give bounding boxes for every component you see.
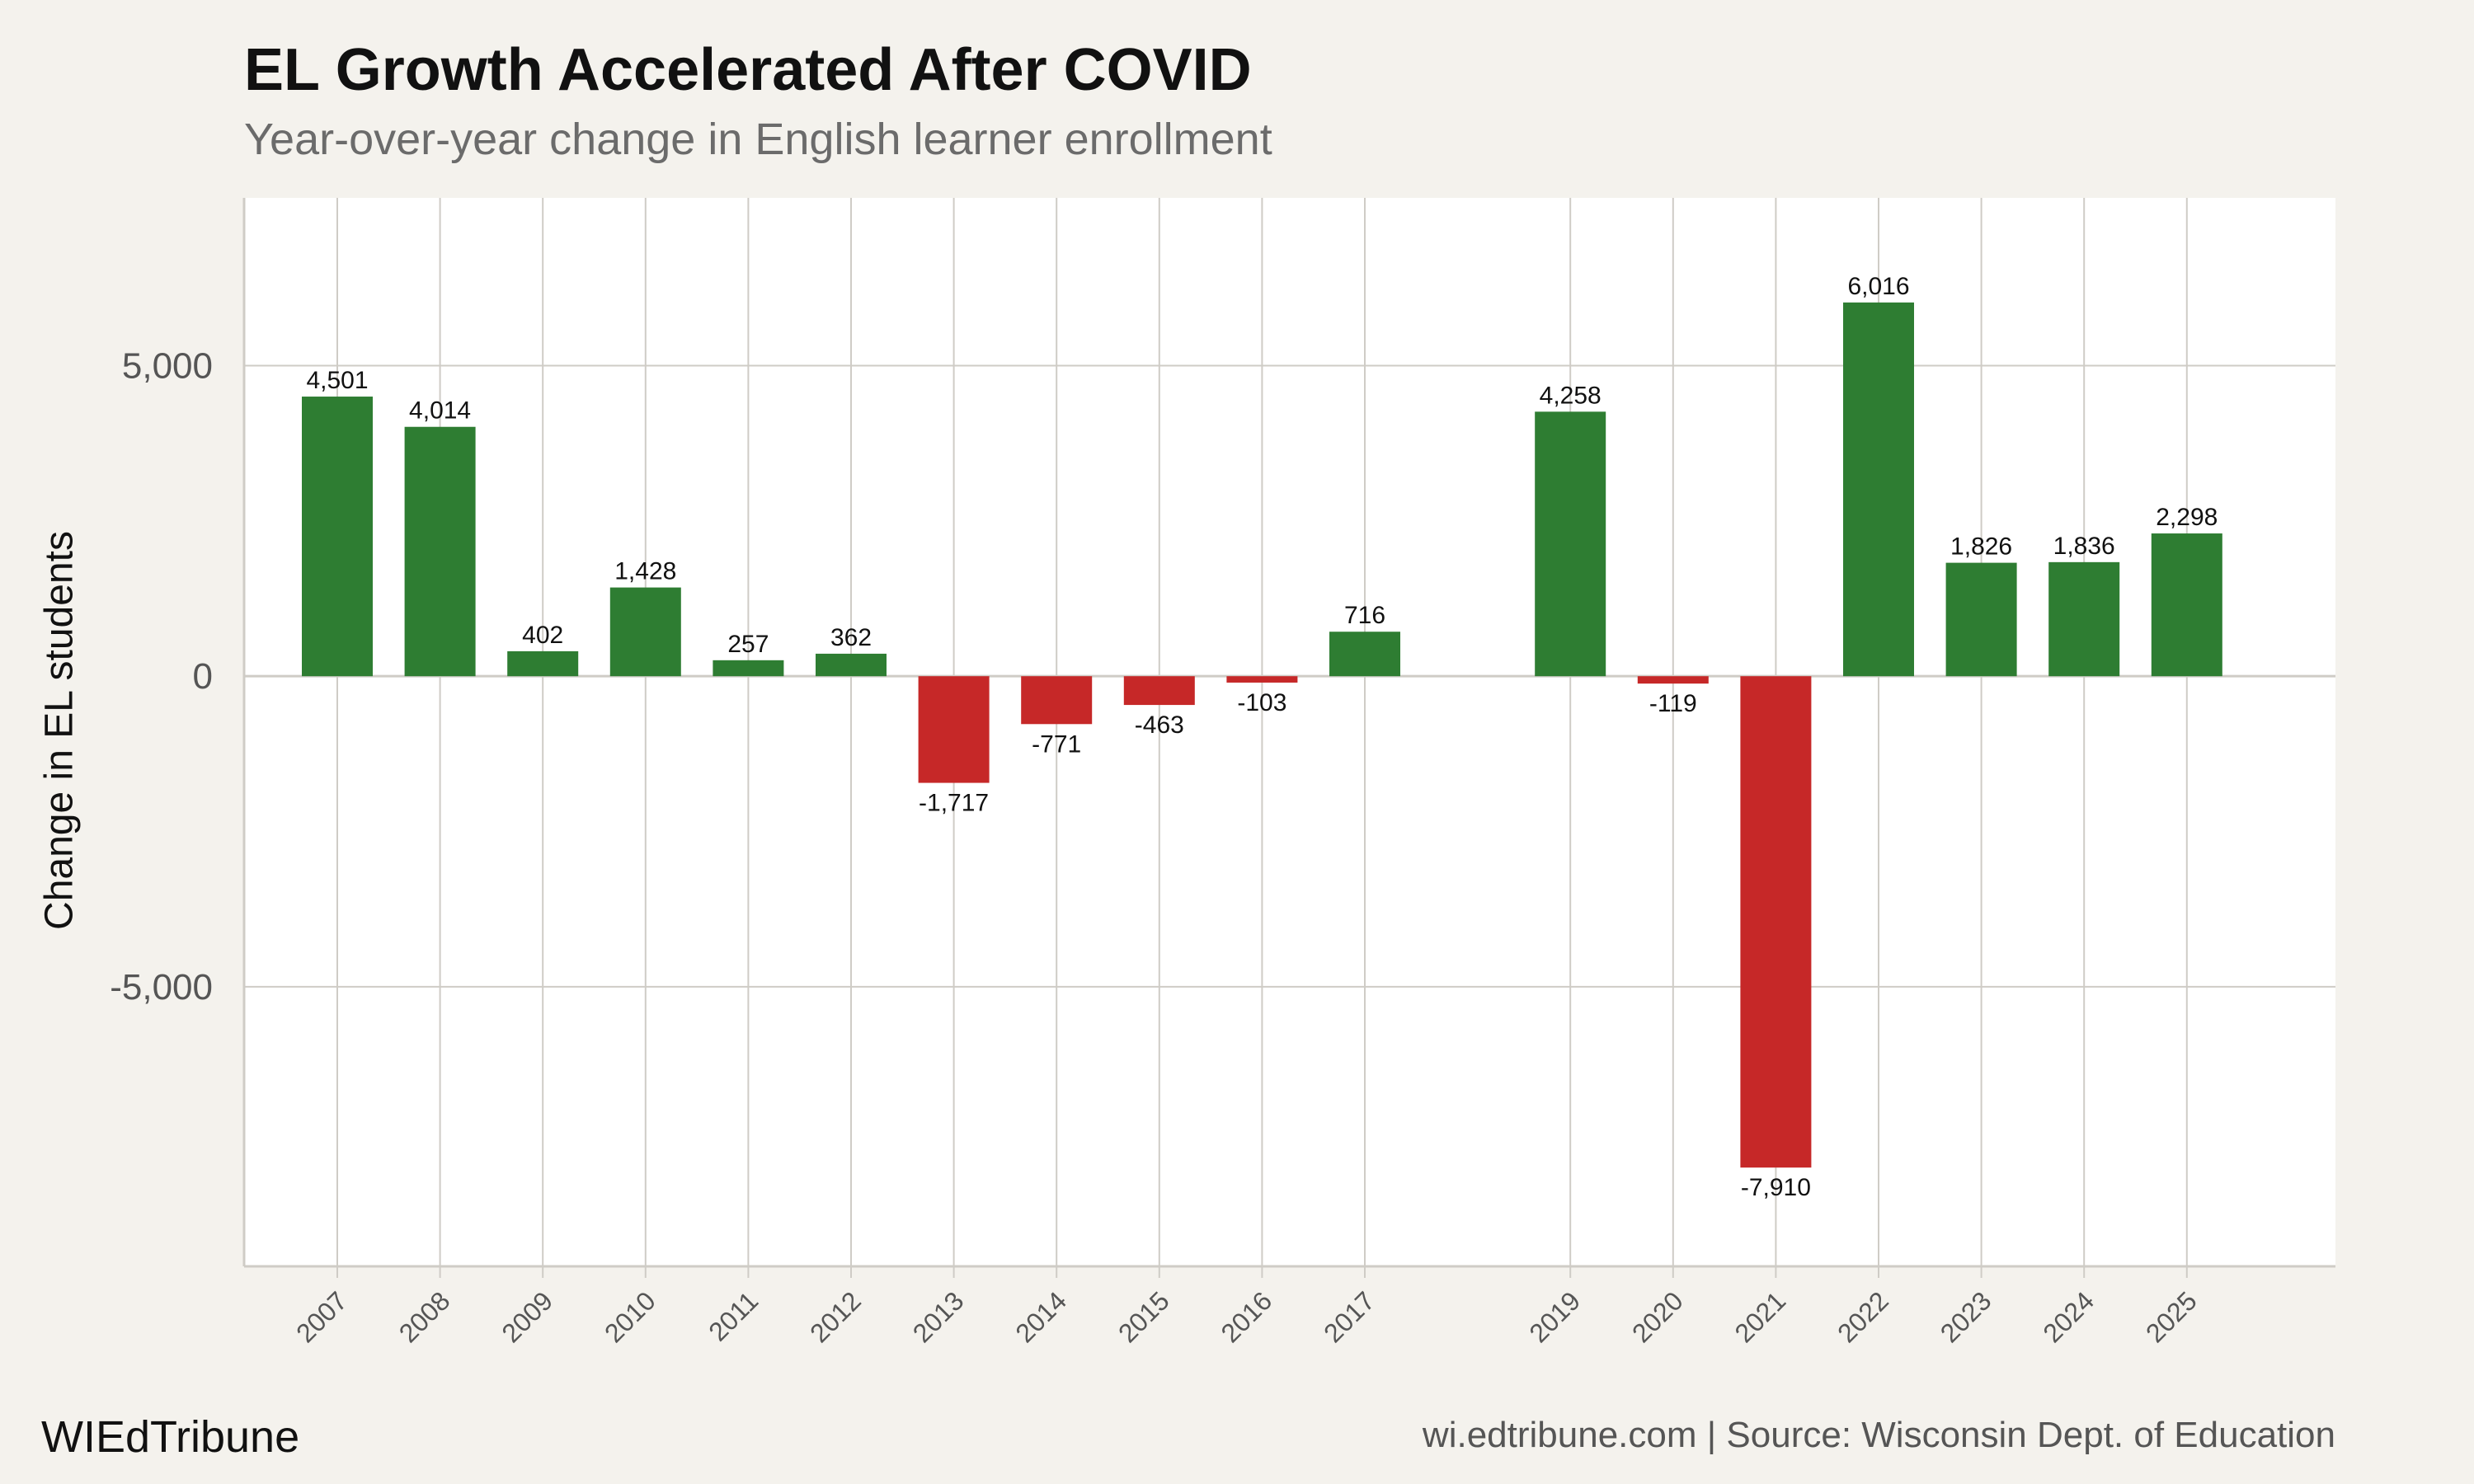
bar-2023 bbox=[1945, 562, 2017, 677]
x-tick-label-2009: 2009 bbox=[496, 1285, 558, 1348]
x-tick-label-2021: 2021 bbox=[1729, 1285, 1792, 1348]
x-tick-label-2015: 2015 bbox=[1112, 1285, 1175, 1348]
bar-2010 bbox=[609, 587, 681, 677]
bar-2014 bbox=[1021, 676, 1093, 725]
x-tick-label-2022: 2022 bbox=[1832, 1285, 1894, 1348]
bar-2017 bbox=[1329, 632, 1400, 677]
bar-2019 bbox=[1535, 411, 1606, 677]
plot-panel bbox=[244, 198, 2335, 1266]
x-tick-label-2016: 2016 bbox=[1216, 1285, 1278, 1348]
x-tick-label-2023: 2023 bbox=[1935, 1285, 1997, 1348]
data-label-2008: 4,014 bbox=[409, 397, 471, 425]
bar-2021 bbox=[1740, 676, 1812, 1168]
data-label-2014: -771 bbox=[1032, 730, 1081, 758]
x-tick-label-2024: 2024 bbox=[2037, 1285, 2100, 1348]
data-label-2013: -1,717 bbox=[919, 790, 989, 817]
x-tick-label-2025: 2025 bbox=[2140, 1285, 2203, 1348]
y-axis-label: Change in EL students bbox=[37, 531, 82, 930]
bar-2013 bbox=[918, 676, 990, 783]
x-tick-label-2011: 2011 bbox=[703, 1285, 764, 1346]
data-label-2025: 2,298 bbox=[2156, 504, 2218, 531]
bar-2009 bbox=[507, 650, 579, 677]
x-tick-label-2020: 2020 bbox=[1626, 1285, 1689, 1348]
bar-2020 bbox=[1637, 676, 1709, 684]
x-tick-label-2017: 2017 bbox=[1318, 1285, 1380, 1348]
data-label-2022: 6,016 bbox=[1847, 273, 1909, 300]
bar-2008 bbox=[404, 426, 476, 677]
x-tick-label-2013: 2013 bbox=[907, 1285, 970, 1348]
chart-subtitle: Year-over-year change in English learner… bbox=[244, 115, 1272, 164]
x-tick-label-2010: 2010 bbox=[599, 1285, 661, 1348]
bar-2015 bbox=[1123, 676, 1195, 706]
data-label-2021: -7,910 bbox=[1741, 1174, 1811, 1201]
data-label-2023: 1,826 bbox=[1950, 533, 2012, 561]
brand-logo-text: WIEdTribune bbox=[41, 1412, 300, 1462]
data-label-2010: 1,428 bbox=[614, 558, 676, 585]
x-tick-label-2014: 2014 bbox=[1009, 1285, 1072, 1348]
x-tick-label-2007: 2007 bbox=[290, 1285, 353, 1348]
y-tick-label: 5,000 bbox=[122, 345, 213, 386]
bar-2025 bbox=[2151, 533, 2222, 677]
bar-2012 bbox=[816, 653, 887, 677]
bar-2011 bbox=[713, 660, 784, 677]
source-credit: wi.edtribune.com | Source: Wisconsin Dep… bbox=[1422, 1415, 2335, 1455]
data-label-2020: -119 bbox=[1649, 690, 1697, 717]
data-label-2019: 4,258 bbox=[1540, 382, 1602, 409]
data-label-2024: 1,836 bbox=[2053, 533, 2115, 560]
bar-2016 bbox=[1226, 676, 1298, 683]
bar-2024 bbox=[2048, 561, 2120, 677]
data-label-2017: 716 bbox=[1344, 602, 1385, 629]
data-label-2015: -463 bbox=[1135, 711, 1184, 739]
x-tick-label-2008: 2008 bbox=[393, 1285, 456, 1348]
y-tick-label: 0 bbox=[193, 656, 213, 697]
chart-title: EL Growth Accelerated After COVID bbox=[244, 37, 1252, 103]
bar-2022 bbox=[1843, 302, 1914, 677]
data-label-2016: -103 bbox=[1237, 689, 1286, 716]
x-tick-label-2019: 2019 bbox=[1523, 1285, 1586, 1348]
data-labels: 4,501 4,014 402 1,428 257 362 -1,717 -771 -463 -1… bbox=[306, 273, 2218, 1201]
data-label-2012: 362 bbox=[830, 624, 872, 651]
y-tick-label: -5,000 bbox=[110, 967, 213, 1007]
data-label-2009: 402 bbox=[522, 622, 563, 649]
bar-2007 bbox=[302, 397, 373, 677]
bars bbox=[302, 302, 2222, 1168]
x-tick-label-2012: 2012 bbox=[804, 1285, 867, 1348]
data-label-2007: 4,501 bbox=[306, 367, 368, 394]
data-label-2011: 257 bbox=[727, 631, 769, 658]
